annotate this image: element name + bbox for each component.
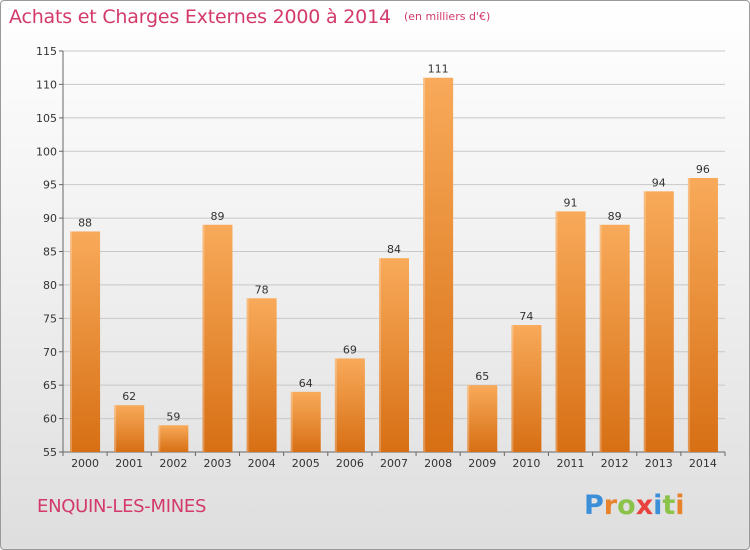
bar-highlight (246, 298, 249, 452)
y-tick-label: 75 (43, 312, 57, 325)
logo-letter: i (675, 490, 685, 521)
bar (246, 298, 277, 452)
bar-highlight (643, 191, 646, 452)
chart-title: Achats et Charges Externes 2000 à 2014 (9, 6, 391, 28)
y-tick-label: 80 (43, 279, 57, 292)
x-tick-label: 2010 (512, 457, 540, 470)
x-tick-label: 2002 (159, 457, 187, 470)
x-tick-label: 2013 (645, 457, 673, 470)
data-labels: 88 62 59 89 78 64 69 84 111 65 74 91 89 94 96 (78, 63, 710, 424)
data-label: 91 (564, 196, 578, 209)
bar-highlight (423, 77, 426, 452)
bar (599, 224, 630, 452)
bar-highlight (114, 405, 117, 452)
data-label: 65 (475, 370, 489, 383)
data-label: 78 (255, 283, 269, 296)
bar (70, 231, 101, 452)
y-tick-label: 60 (43, 413, 57, 426)
tick-labels: 55 60 65 70 75 80 85 90 95 100 105 110 115 2000 2001 20… (36, 45, 717, 470)
bar (555, 211, 586, 452)
logo-letter: i (653, 490, 663, 521)
logo-letter: o (617, 490, 636, 521)
bar-highlight (202, 224, 205, 452)
x-tick-label: 2014 (689, 457, 717, 470)
data-label: 62 (122, 390, 136, 403)
x-tick-label: 2012 (601, 457, 629, 470)
data-label: 74 (519, 310, 533, 323)
logo-letter: t (662, 490, 676, 521)
commune-name: ENQUIN-LES-MINES (37, 496, 207, 517)
logo-letter: P (584, 490, 604, 521)
data-label: 69 (343, 343, 357, 356)
bar-highlight (70, 231, 73, 452)
x-tick-label: 2008 (424, 457, 452, 470)
x-tick-label: 2004 (248, 457, 276, 470)
x-tick-label: 2006 (336, 457, 364, 470)
x-tick-label: 2007 (380, 457, 408, 470)
bar-highlight (290, 391, 293, 452)
data-label: 88 (78, 216, 92, 229)
bar (378, 258, 410, 452)
title-row: Achats et Charges Externes 2000 à 2014 (… (9, 6, 490, 28)
y-tick-label: 110 (36, 78, 57, 91)
bar (423, 77, 454, 452)
data-label: 89 (608, 210, 622, 223)
bars (70, 77, 718, 452)
y-tick-label: 105 (36, 112, 57, 125)
x-tick-label: 2009 (468, 457, 496, 470)
y-tick-label: 115 (36, 45, 57, 58)
bar (290, 391, 321, 452)
data-label: 59 (166, 410, 180, 423)
bar (511, 325, 542, 452)
logo-letter: x (635, 490, 654, 521)
bar-highlight (511, 325, 514, 452)
bar-highlight (687, 177, 690, 452)
x-tick-label: 2001 (115, 457, 143, 470)
bar (114, 405, 145, 452)
data-label: 94 (652, 176, 666, 189)
y-tick-label: 100 (36, 145, 57, 158)
y-tick-label: 85 (43, 246, 57, 259)
bar (467, 385, 498, 452)
bar (158, 425, 189, 452)
bar (202, 224, 233, 452)
x-tick-label: 2005 (292, 457, 320, 470)
bar-highlight (555, 211, 558, 452)
bar (643, 191, 674, 452)
proxiti-logo[interactable]: Proxiti (584, 490, 685, 521)
y-tick-label: 65 (43, 379, 57, 392)
bar-highlight (334, 358, 337, 452)
data-label: 89 (210, 210, 224, 223)
data-label: 64 (299, 377, 313, 390)
bar-highlight (599, 224, 602, 452)
x-tick-label: 2011 (557, 457, 585, 470)
y-tick-label: 95 (43, 179, 57, 192)
y-tick-label: 70 (43, 346, 57, 359)
y-tick-label: 90 (43, 212, 57, 225)
data-label: 84 (387, 243, 401, 256)
bar-highlight (467, 385, 470, 452)
x-tick-label: 2000 (71, 457, 99, 470)
bar-highlight (158, 425, 161, 452)
chart-unit: (en milliers d'€) (403, 10, 491, 23)
bar (334, 358, 365, 452)
bar-highlight (378, 258, 381, 452)
y-tick-label: 55 (43, 446, 57, 459)
data-label: 96 (696, 163, 710, 176)
bar (687, 177, 718, 452)
logo-letter: r (603, 490, 618, 521)
data-label: 111 (428, 63, 449, 76)
x-tick-label: 2003 (203, 457, 231, 470)
